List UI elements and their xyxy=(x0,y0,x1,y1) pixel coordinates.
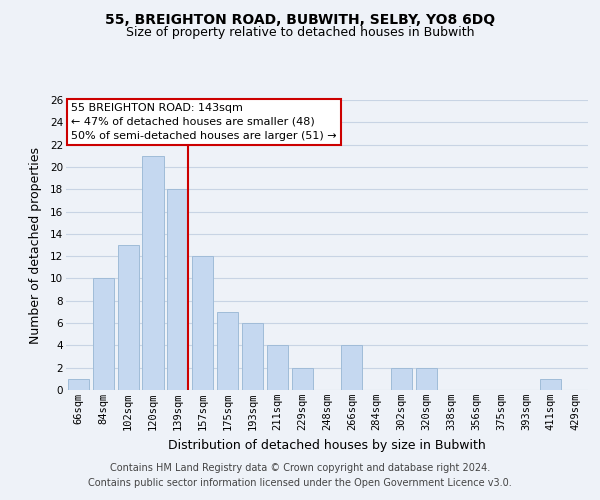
Bar xyxy=(540,379,561,390)
Text: 55, BREIGHTON ROAD, BUBWITH, SELBY, YO8 6DQ: 55, BREIGHTON ROAD, BUBWITH, SELBY, YO8 … xyxy=(105,12,495,26)
Y-axis label: Number of detached properties: Number of detached properties xyxy=(29,146,41,344)
Bar xyxy=(93,278,114,390)
Text: Contains HM Land Registry data © Crown copyright and database right 2024.
Contai: Contains HM Land Registry data © Crown c… xyxy=(88,462,512,487)
Bar xyxy=(142,156,164,390)
X-axis label: Distribution of detached houses by size in Bubwith: Distribution of detached houses by size … xyxy=(168,438,486,452)
Bar xyxy=(341,346,362,390)
Bar xyxy=(391,368,412,390)
Text: 55 BREIGHTON ROAD: 143sqm
← 47% of detached houses are smaller (48)
50% of semi-: 55 BREIGHTON ROAD: 143sqm ← 47% of detac… xyxy=(71,103,337,141)
Text: Size of property relative to detached houses in Bubwith: Size of property relative to detached ho… xyxy=(126,26,474,39)
Bar xyxy=(118,245,139,390)
Bar xyxy=(192,256,213,390)
Bar xyxy=(416,368,437,390)
Bar xyxy=(242,323,263,390)
Bar xyxy=(292,368,313,390)
Bar xyxy=(267,346,288,390)
Bar xyxy=(68,379,89,390)
Bar xyxy=(167,189,188,390)
Bar xyxy=(217,312,238,390)
